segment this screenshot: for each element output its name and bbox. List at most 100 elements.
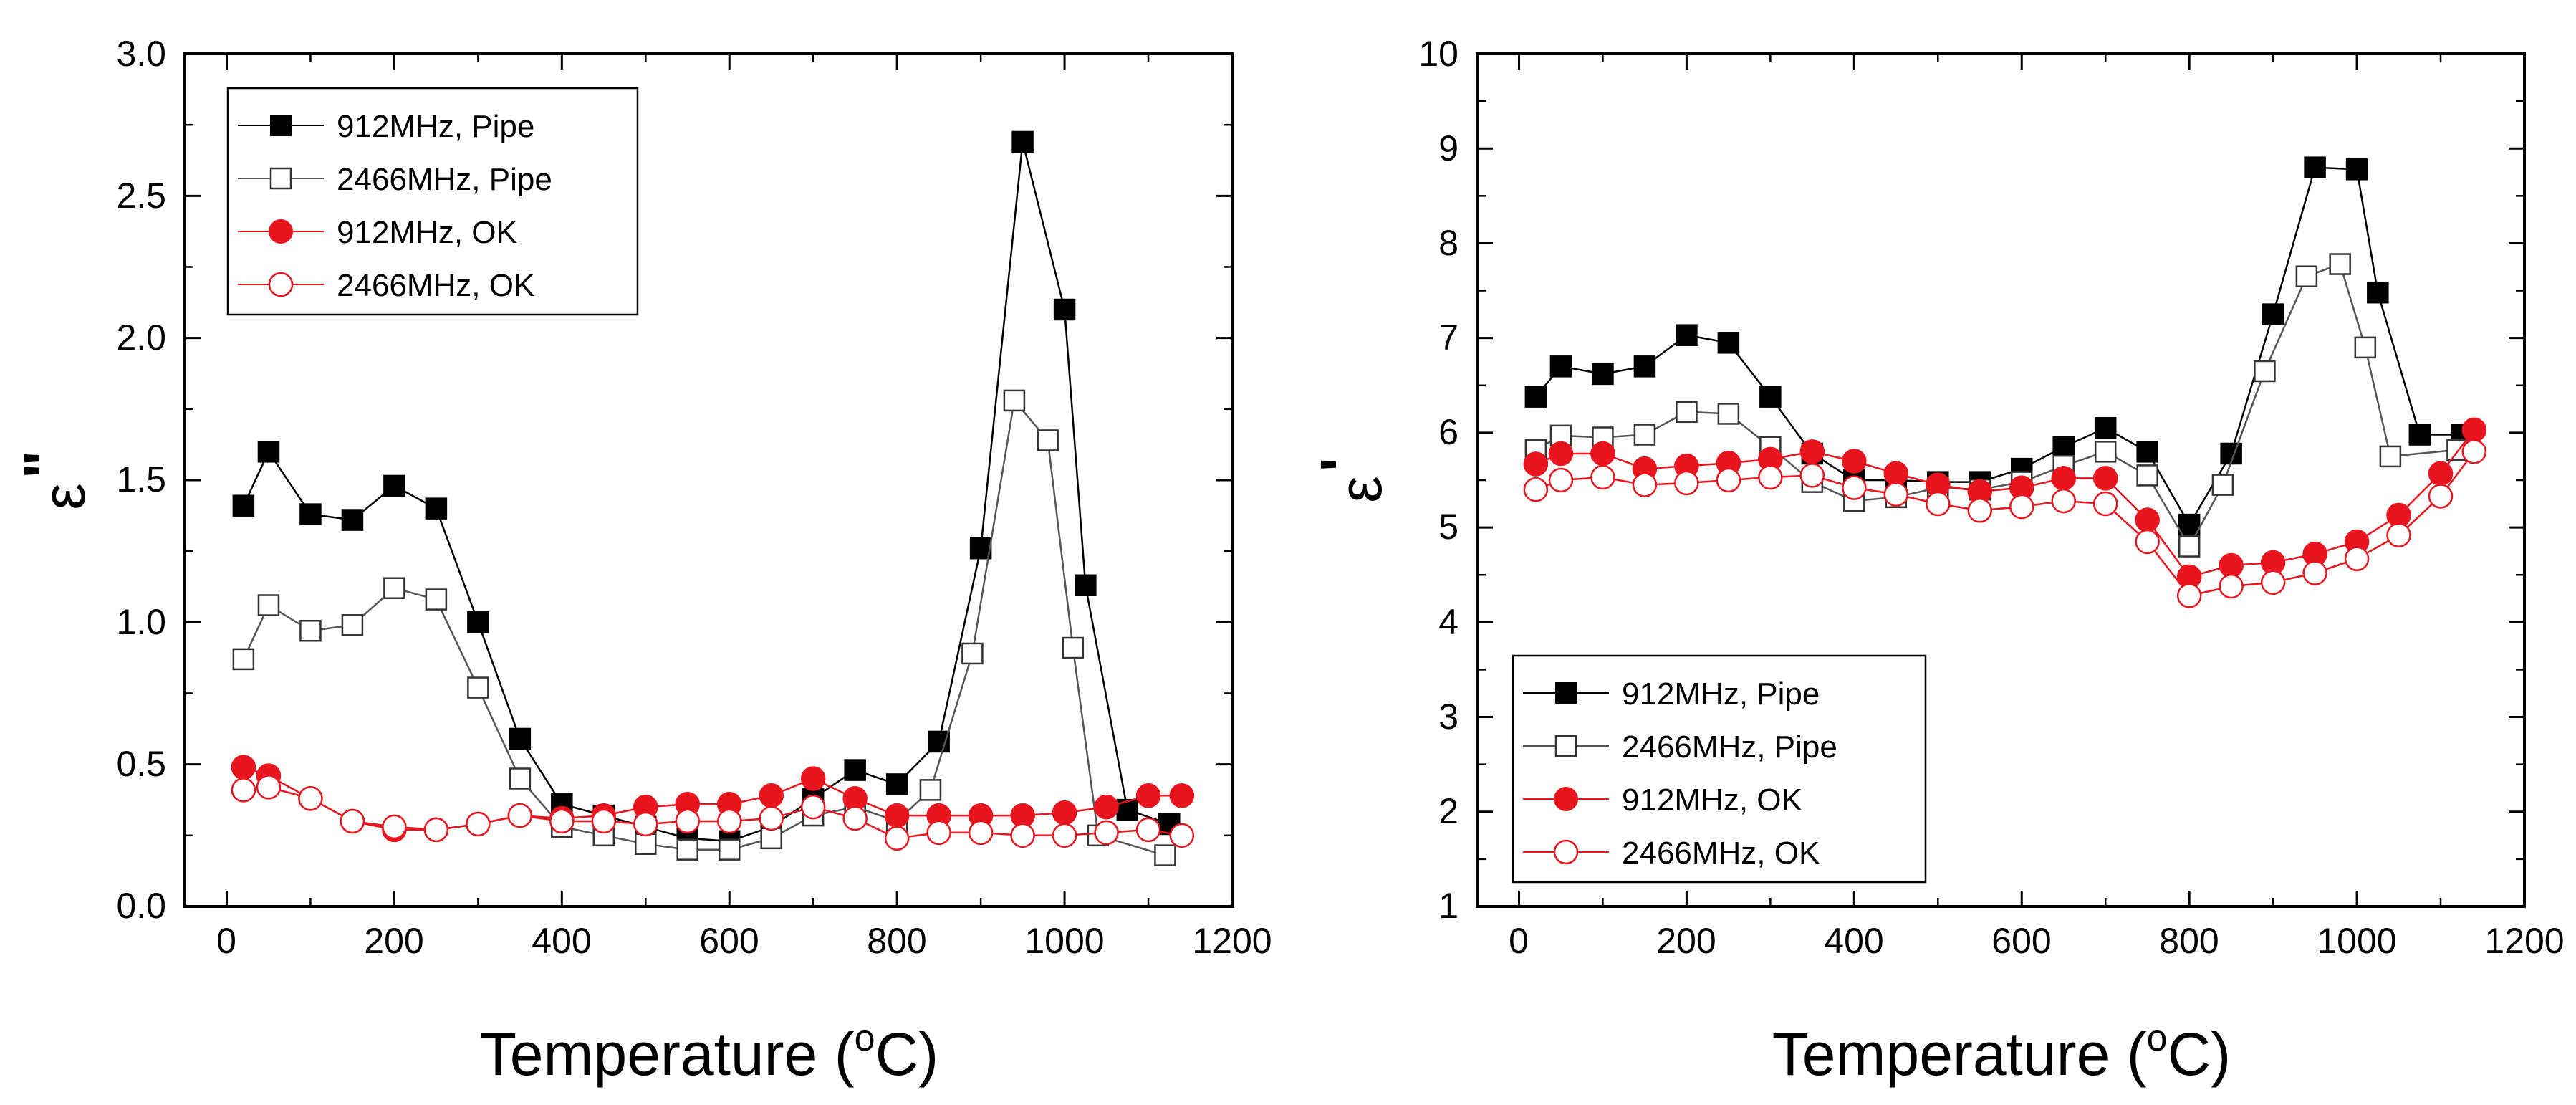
left-data-point — [1010, 823, 1035, 848]
left-data-point — [718, 838, 741, 861]
legend-marker-open-circle — [268, 272, 294, 297]
right-data-point — [2428, 461, 2454, 486]
right-ytick-label: 4 — [1438, 602, 1458, 642]
left-data-point — [884, 803, 910, 828]
left-data-point — [675, 808, 701, 834]
right-data-point — [2135, 507, 2160, 532]
right-data-point — [1842, 449, 1867, 474]
right-data-point — [2295, 265, 2318, 287]
left-data-point — [231, 778, 256, 803]
right-legend-label: 912MHz, OK — [1622, 783, 1802, 818]
right-ytick-label: 6 — [1438, 412, 1458, 452]
chart-left: 0.0 0.5 1.0 1.5 2.0 2.5 3.0 0 200 400 60… — [11, 34, 1272, 1088]
right-data-point — [2354, 336, 2377, 359]
right-xtick-label: 200 — [1656, 921, 1716, 961]
left-data-point — [467, 676, 489, 699]
right-ytick-label: 7 — [1438, 317, 1458, 358]
right-data-point — [2051, 488, 2076, 514]
right-series-2 — [1523, 417, 2487, 590]
right-data-point — [1967, 498, 1993, 523]
right-data-point — [1883, 461, 1909, 486]
right-data-point — [1633, 355, 1656, 378]
right-xtick-label: 0 — [1509, 921, 1529, 961]
left-legend-label: 912MHz, Pipe — [337, 109, 534, 144]
right-data-point — [1676, 324, 1698, 346]
left-legend: 912MHz, Pipe 2466MHz, Pipe 912MHz, OK 24… — [226, 87, 639, 316]
left-legend-entry: 912MHz, OK — [238, 215, 517, 250]
right-data-point — [2386, 522, 2411, 547]
left-xtick-label: 0 — [216, 921, 236, 961]
right-ytick-label: 2 — [1438, 791, 1458, 831]
left-data-point — [926, 820, 951, 846]
right-data-point — [1926, 491, 1951, 517]
right-data-point — [1592, 363, 1614, 386]
right-ytick-label: 8 — [1438, 223, 1458, 263]
left-data-point — [884, 826, 910, 851]
left-data-point — [298, 786, 323, 811]
left-data-point — [635, 833, 657, 855]
right-series-1 — [1524, 253, 2469, 558]
right-data-point — [2136, 441, 2158, 463]
left-data-point — [885, 773, 908, 795]
left-series-layer — [231, 130, 1195, 866]
left-data-point — [425, 588, 448, 611]
left-data-point — [341, 509, 364, 531]
left-y-axis-title: ε" — [11, 450, 97, 510]
left-data-point — [633, 811, 658, 837]
right-legend-entry: 912MHz, Pipe — [1523, 676, 1820, 712]
right-data-point — [2009, 494, 2034, 520]
left-data-point — [800, 794, 826, 820]
left-data-point — [1052, 823, 1077, 848]
right-data-point — [2136, 464, 2158, 487]
left-data-point — [466, 811, 491, 837]
right-data-point — [1523, 477, 1549, 502]
left-axis-ticks — [185, 52, 1234, 908]
right-data-point — [1799, 439, 1825, 464]
right-data-point — [2092, 466, 2118, 491]
left-series-2 — [231, 755, 1195, 843]
right-data-point — [1590, 441, 1615, 467]
left-data-point — [1052, 800, 1077, 826]
left-series-1 — [232, 389, 1176, 866]
right-series-line — [1535, 429, 2475, 578]
right-data-point — [1674, 470, 1699, 496]
right-data-point — [1759, 386, 1782, 408]
right-data-point — [1549, 355, 1572, 378]
right-series-line — [1535, 262, 2458, 549]
right-xtick-label: 1000 — [2317, 921, 2396, 961]
right-data-point — [1717, 403, 1740, 425]
left-data-point — [299, 503, 322, 525]
right-series-0 — [1524, 156, 2473, 536]
left-x-axis-title: Temperature (oC) — [480, 1018, 938, 1088]
left-data-point — [919, 779, 942, 801]
right-data-point — [1883, 482, 1909, 507]
right-data-point — [2219, 552, 2244, 578]
right-ytick-label: 10 — [1418, 34, 1458, 74]
legend-marker-open-square — [269, 167, 292, 190]
right-data-point — [2092, 491, 2118, 517]
left-data-point — [383, 577, 405, 599]
left-data-point — [425, 497, 448, 520]
left-data-point — [1154, 844, 1176, 866]
left-data-point — [760, 827, 782, 850]
left-data-point — [1011, 130, 1034, 153]
right-data-point — [2367, 281, 2389, 304]
right-legend-label: 2466MHz, OK — [1622, 836, 1820, 871]
left-data-point — [549, 808, 575, 834]
left-data-point — [257, 594, 280, 616]
legend-marker-filled-square — [1555, 682, 1577, 704]
right-data-point — [2379, 445, 2402, 468]
right-data-point — [2302, 560, 2327, 585]
left-data-point — [232, 648, 255, 671]
right-data-point — [1758, 464, 1783, 490]
legend-marker-filled-square — [270, 115, 292, 136]
left-data-point — [759, 783, 784, 808]
right-xtick-label: 400 — [1824, 921, 1883, 961]
right-data-point — [2254, 360, 2276, 383]
right-data-point — [1676, 401, 1698, 424]
right-ytick-label: 5 — [1438, 507, 1458, 547]
left-data-point — [232, 494, 255, 517]
right-data-point — [2304, 156, 2326, 178]
right-data-point — [2329, 253, 2351, 275]
legend-marker-open-square — [1554, 735, 1577, 757]
